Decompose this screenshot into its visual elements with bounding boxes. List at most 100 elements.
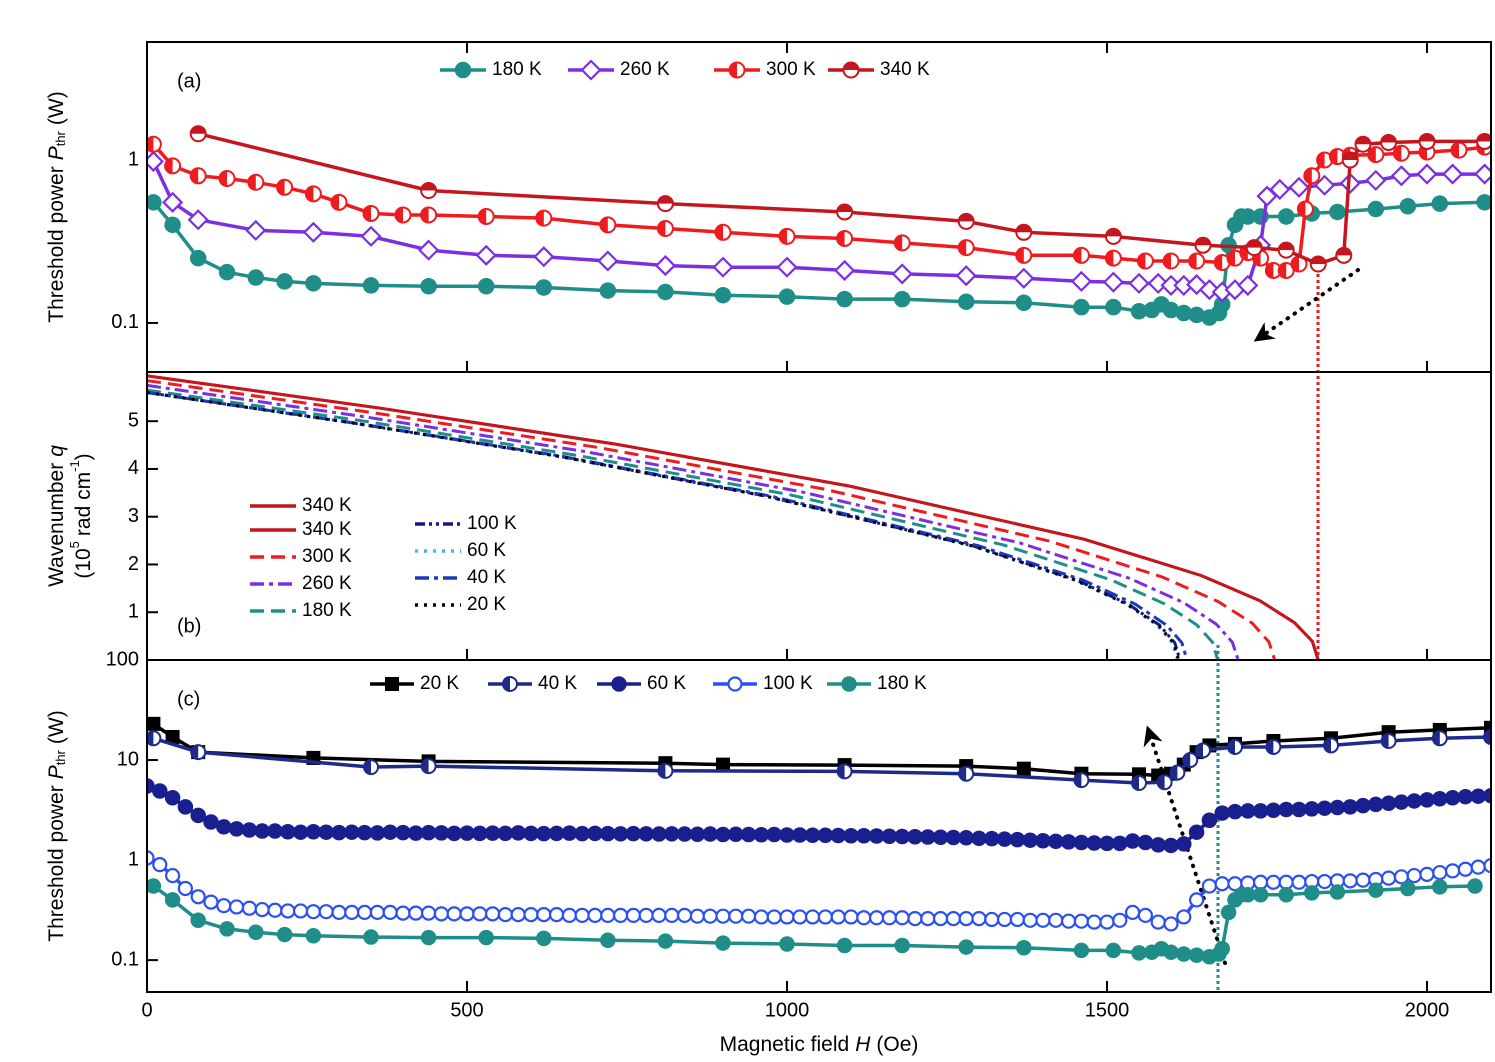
marker-part — [599, 282, 617, 299]
marker-part — [1112, 835, 1128, 852]
data-point — [689, 908, 706, 924]
data-point — [1013, 267, 1035, 289]
data-point — [1073, 913, 1090, 929]
marker-part — [1390, 165, 1412, 187]
data-point — [190, 912, 206, 929]
marker-part — [477, 277, 495, 295]
x-tick-label: 1500 — [1085, 999, 1130, 1021]
x-tick-label: 0 — [141, 999, 152, 1021]
data-point — [817, 827, 834, 844]
marker-part — [203, 814, 219, 830]
y-label-part: thr — [53, 749, 68, 765]
marker-part — [1157, 775, 1165, 790]
marker-part — [1070, 270, 1092, 292]
data-point — [548, 825, 565, 842]
data-point — [1269, 178, 1291, 200]
marker-part — [1016, 224, 1032, 233]
data-point — [190, 744, 207, 761]
y-tick-label: 0.1 — [111, 948, 139, 970]
data-point — [510, 907, 526, 923]
marker-part — [219, 921, 235, 937]
marker-part — [1432, 879, 1448, 895]
legend-label: 20 K — [467, 594, 506, 615]
marker-part — [1035, 912, 1051, 928]
data-point — [654, 255, 676, 277]
marker-part — [1188, 892, 1205, 908]
marker-part — [779, 827, 795, 843]
data-point — [1073, 298, 1090, 316]
data-point — [600, 907, 616, 923]
marker-part — [1214, 805, 1230, 821]
data-point — [218, 170, 236, 188]
data-point — [1291, 874, 1307, 890]
marker-part — [510, 907, 526, 923]
data-point — [218, 263, 236, 281]
data-point — [1303, 167, 1321, 185]
data-point — [523, 907, 539, 923]
marker-part — [147, 850, 155, 866]
marker-part — [1228, 739, 1235, 754]
data-point — [190, 889, 206, 905]
data-point — [753, 909, 770, 925]
data-point — [454, 61, 472, 79]
data-point — [420, 929, 437, 946]
data-point — [1147, 272, 1169, 294]
marker-part — [830, 909, 846, 925]
data-point — [1309, 255, 1327, 273]
marker-part — [147, 136, 154, 152]
data-point — [459, 906, 475, 922]
data-point — [305, 904, 321, 920]
marker-part — [574, 825, 590, 842]
marker-part — [715, 935, 731, 951]
data-point — [548, 907, 565, 923]
marker-part — [1476, 194, 1491, 211]
marker-part — [421, 905, 437, 921]
data-point — [932, 910, 949, 927]
marker-part — [1380, 795, 1397, 811]
marker-part — [996, 911, 1013, 928]
marker-part — [1432, 864, 1448, 881]
data-point — [971, 910, 987, 927]
data-point — [1470, 788, 1486, 804]
data-point — [1406, 867, 1422, 884]
data-point — [485, 906, 501, 922]
marker-part — [1188, 824, 1205, 840]
marker-part — [302, 221, 324, 243]
y-tick-label: 1 — [128, 148, 139, 170]
data-point — [728, 826, 744, 843]
marker-part — [1163, 253, 1171, 269]
data-point — [1104, 249, 1122, 267]
data-point — [318, 824, 334, 840]
data-point — [276, 178, 294, 196]
data-point — [331, 824, 347, 841]
data-point — [1128, 272, 1150, 294]
marker-part — [651, 907, 667, 923]
data-point — [984, 911, 1000, 928]
y-label-part: (W) — [45, 710, 68, 744]
marker-part — [894, 910, 910, 926]
series-line — [147, 374, 1320, 660]
marker-part — [165, 158, 173, 174]
data-point — [776, 256, 798, 278]
marker-part — [574, 907, 590, 923]
data-point — [536, 930, 552, 947]
data-point — [189, 125, 207, 143]
marker-part — [1073, 913, 1090, 929]
marker-part — [1400, 880, 1416, 897]
marker-part — [1277, 208, 1295, 225]
marker-part — [907, 910, 923, 927]
data-point — [842, 61, 860, 79]
marker-part — [1163, 916, 1179, 932]
data-point — [1009, 831, 1026, 848]
marker-part — [364, 760, 371, 775]
data-point — [1086, 914, 1102, 930]
data-point — [305, 275, 322, 292]
data-point — [420, 824, 437, 841]
marker-part — [984, 830, 1000, 847]
data-point — [1277, 261, 1295, 279]
data-point — [152, 857, 168, 873]
marker-part — [1099, 914, 1115, 930]
marker-part — [676, 907, 693, 923]
marker-part — [600, 907, 616, 923]
marker-part — [932, 829, 949, 846]
